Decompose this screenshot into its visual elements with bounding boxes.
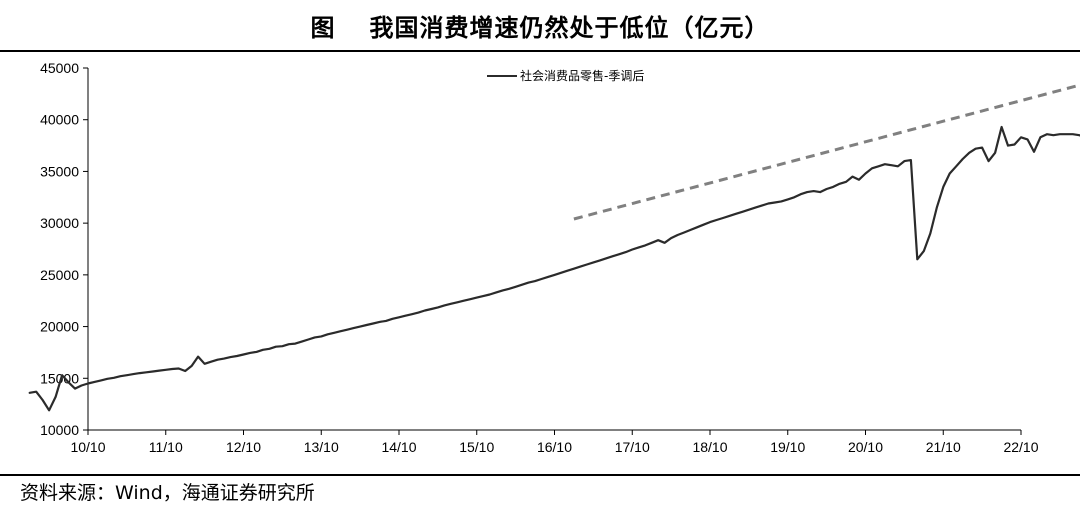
x-tick-label: 20/10 bbox=[848, 439, 883, 455]
y-tick-label: 40000 bbox=[40, 112, 79, 128]
x-tick-label: 19/10 bbox=[770, 439, 805, 455]
x-tick-label: 14/10 bbox=[381, 439, 416, 455]
x-tick-label: 17/10 bbox=[615, 439, 650, 455]
x-tick-label: 18/10 bbox=[692, 439, 727, 455]
legend-label: 社会消费品零售-季调后 bbox=[520, 68, 644, 83]
y-tick-label: 35000 bbox=[40, 163, 79, 179]
x-tick-label: 11/10 bbox=[149, 439, 183, 455]
y-tick-label: 30000 bbox=[40, 215, 79, 231]
x-tick-label: 13/10 bbox=[304, 439, 339, 455]
y-tick-label: 20000 bbox=[40, 319, 79, 335]
y-tick-label: 25000 bbox=[40, 267, 79, 283]
source-note: 资料来源：Wind，海通证券研究所 bbox=[0, 474, 1080, 507]
x-tick-label: 16/10 bbox=[537, 439, 572, 455]
chart-legend: 社会消费品零售-季调后 bbox=[487, 68, 644, 83]
x-tick-label: 10/10 bbox=[70, 439, 105, 455]
series-layer bbox=[28, 83, 1080, 412]
x-tick-label: 22/10 bbox=[1003, 439, 1038, 455]
y-tick-label: 10000 bbox=[40, 422, 79, 438]
x-tick-label: 21/10 bbox=[926, 439, 961, 455]
y-tick-label: 45000 bbox=[40, 60, 79, 76]
x-tick-label: 15/10 bbox=[459, 439, 494, 455]
trend-line bbox=[573, 83, 1080, 221]
x-tick-label: 12/10 bbox=[226, 439, 261, 455]
figure-label: 图 bbox=[310, 13, 336, 42]
line-chart: 1000015000200002500030000350004000045000… bbox=[28, 60, 1080, 455]
chart-axes: 1000015000200002500030000350004000045000… bbox=[40, 60, 1039, 455]
chart-title-bar: 图 我国消费增速仍然处于低位（亿元） bbox=[0, 0, 1080, 52]
series-line bbox=[28, 125, 1080, 412]
figure-title: 我国消费增速仍然处于低位（亿元） bbox=[369, 13, 770, 42]
